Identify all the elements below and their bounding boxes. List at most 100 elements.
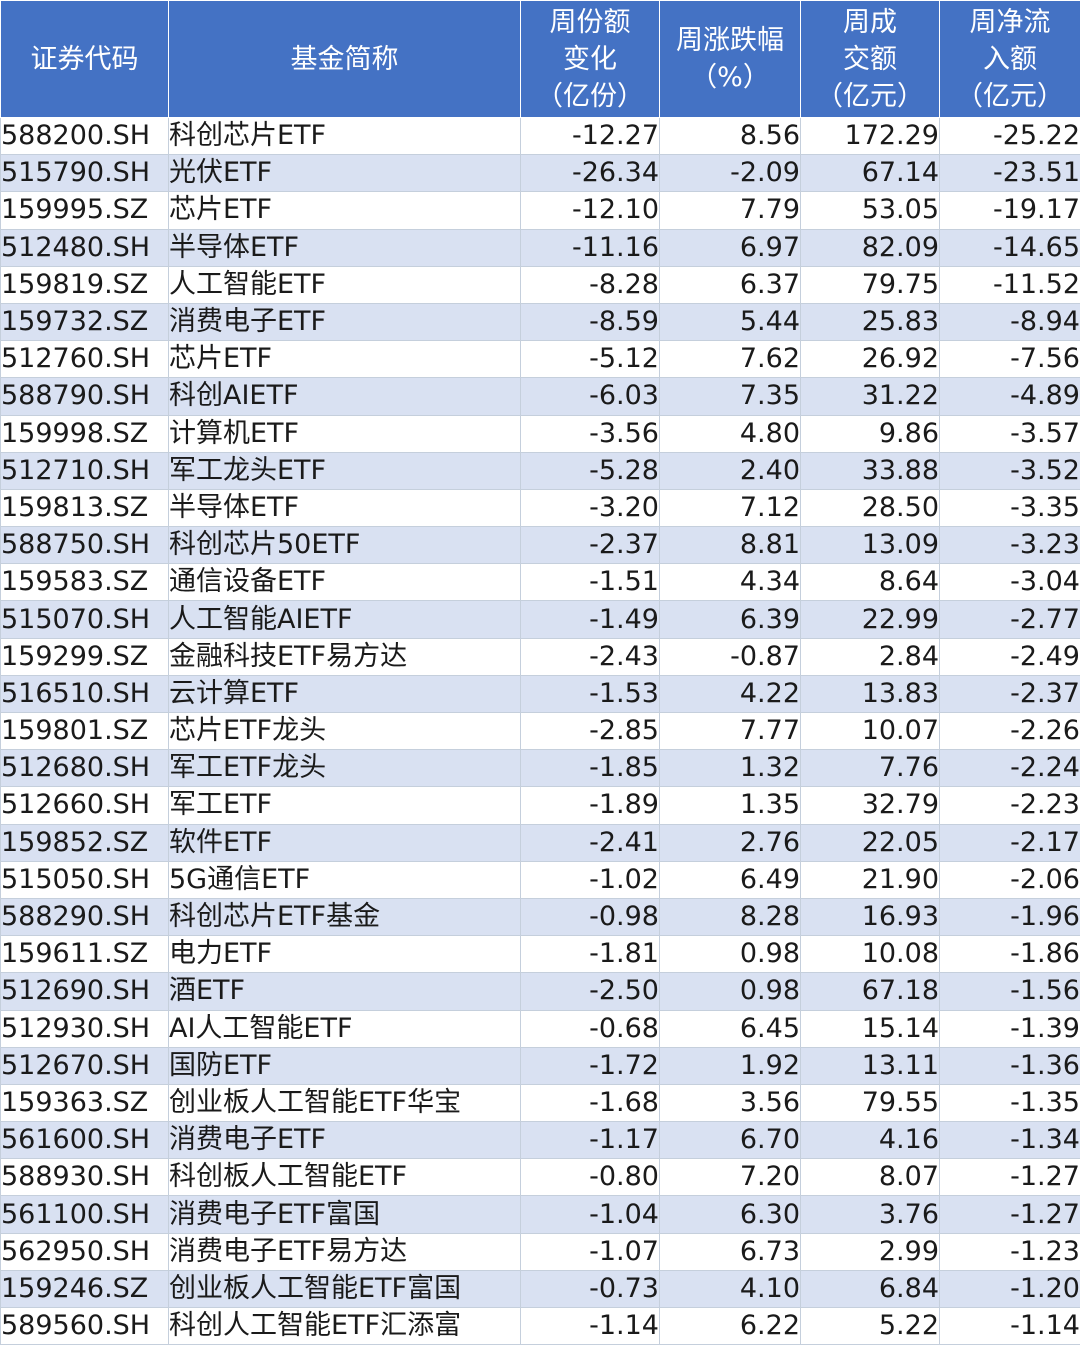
cell-weekly-change-pct: 1.32 <box>659 749 801 788</box>
table-row: 159583.SZ 通信设备ETF -1.51 4.34 8.64 -3.04 <box>0 563 1080 602</box>
table-row: 588200.SH 科创芯片ETF -12.27 8.56 172.29 -25.22 <box>0 116 1080 156</box>
cell-weekly-net-inflow: -1.14 <box>939 1306 1080 1345</box>
cell-share-change: -2.43 <box>520 637 660 676</box>
cell-share-change: -1.89 <box>520 786 660 825</box>
cell-weekly-turnover: 8.64 <box>800 563 940 602</box>
cell-weekly-change-pct: 6.37 <box>659 265 801 304</box>
cell-fund-name: 芯片ETF <box>168 191 521 230</box>
cell-fund-name: 消费电子ETF富国 <box>168 1195 521 1234</box>
cell-fund-name: 金融科技ETF易方达 <box>168 637 521 676</box>
cell-weekly-net-inflow: -7.56 <box>939 340 1080 379</box>
cell-weekly-turnover: 67.14 <box>800 154 940 193</box>
cell-weekly-change-pct: 4.80 <box>659 414 801 453</box>
cell-security-code: 589560.SH <box>0 1306 169 1345</box>
cell-weekly-turnover: 82.09 <box>800 228 940 267</box>
table-row: 512670.SH 国防ETF -1.72 1.92 13.11 -1.36 <box>0 1046 1080 1085</box>
cell-weekly-net-inflow: -1.20 <box>939 1269 1080 1309</box>
cell-security-code: 515050.SH <box>0 860 169 899</box>
cell-fund-name: 消费电子ETF易方达 <box>168 1232 521 1271</box>
cell-weekly-turnover: 33.88 <box>800 451 940 490</box>
cell-security-code: 588750.SH <box>0 526 169 565</box>
cell-weekly-change-pct: 4.34 <box>659 563 801 602</box>
cell-weekly-net-inflow: -3.52 <box>939 451 1080 490</box>
table-row: 562950.SH 消费电子ETF易方达 -1.07 6.73 2.99 -1.23 <box>0 1232 1080 1271</box>
table-row: 515070.SH 人工智能AIETF -1.49 6.39 22.99 -2.77 <box>0 600 1080 639</box>
cell-weekly-turnover: 9.86 <box>800 414 940 453</box>
cell-fund-name: 半导体ETF <box>168 488 521 528</box>
cell-fund-name: 通信设备ETF <box>168 563 521 602</box>
cell-weekly-net-inflow: -25.22 <box>939 116 1080 156</box>
table-row: 512690.SH 酒ETF -2.50 0.98 67.18 -1.56 <box>0 972 1080 1011</box>
table-row: 588930.SH 科创板人工智能ETF -0.80 7.20 8.07 -1.27 <box>0 1158 1080 1197</box>
table-row: 561600.SH 消费电子ETF -1.17 6.70 4.16 -1.34 <box>0 1121 1080 1160</box>
header-weekly-turnover: 周成 交额 （亿元） <box>800 0 940 118</box>
cell-weekly-change-pct: 1.35 <box>659 786 801 825</box>
cell-share-change: -26.34 <box>520 154 660 193</box>
cell-security-code: 512680.SH <box>0 749 169 788</box>
table-row: 515790.SH 光伏ETF -26.34 -2.09 67.14 -23.51 <box>0 154 1080 193</box>
cell-share-change: -8.28 <box>520 265 660 304</box>
cell-weekly-net-inflow: -3.23 <box>939 526 1080 565</box>
cell-security-code: 515070.SH <box>0 600 169 639</box>
header-line: 周份额 <box>549 6 631 38</box>
cell-weekly-net-inflow: -1.39 <box>939 1009 1080 1048</box>
cell-weekly-net-inflow: -3.57 <box>939 414 1080 453</box>
cell-weekly-turnover: 28.50 <box>800 488 940 528</box>
cell-fund-name: 创业板人工智能ETF富国 <box>168 1269 521 1309</box>
cell-weekly-turnover: 4.16 <box>800 1121 940 1160</box>
cell-security-code: 512660.SH <box>0 786 169 825</box>
cell-fund-name: 军工龙头ETF <box>168 451 521 490</box>
cell-weekly-net-inflow: -14.65 <box>939 228 1080 267</box>
cell-weekly-turnover: 31.22 <box>800 377 940 416</box>
cell-weekly-net-inflow: -2.17 <box>939 823 1080 862</box>
cell-weekly-change-pct: 6.45 <box>659 1009 801 1048</box>
cell-weekly-turnover: 25.83 <box>800 302 940 342</box>
cell-security-code: 588290.SH <box>0 897 169 937</box>
cell-weekly-turnover: 79.55 <box>800 1083 940 1123</box>
cell-fund-name: 光伏ETF <box>168 154 521 193</box>
cell-fund-name: 科创芯片ETF基金 <box>168 897 521 937</box>
table-row: 159299.SZ 金融科技ETF易方达 -2.43 -0.87 2.84 -2.49 <box>0 637 1080 676</box>
cell-share-change: -2.37 <box>520 526 660 565</box>
table-row: 159998.SZ 计算机ETF -3.56 4.80 9.86 -3.57 <box>0 414 1080 453</box>
header-line: （亿份） <box>536 80 644 112</box>
cell-weekly-change-pct: 8.81 <box>659 526 801 565</box>
cell-weekly-net-inflow: -1.56 <box>939 972 1080 1011</box>
cell-fund-name: 科创板人工智能ETF <box>168 1158 521 1197</box>
cell-fund-name: 科创芯片ETF <box>168 116 521 156</box>
cell-weekly-change-pct: 8.56 <box>659 116 801 156</box>
cell-security-code: 159732.SZ <box>0 302 169 342</box>
cell-fund-name: 芯片ETF龙头 <box>168 711 521 751</box>
header-weekly-change-pct: 周涨跌幅 （%） <box>659 0 801 118</box>
cell-share-change: -1.68 <box>520 1083 660 1123</box>
cell-weekly-net-inflow: -11.52 <box>939 265 1080 304</box>
cell-share-change: -0.98 <box>520 897 660 937</box>
header-line: 交额 <box>843 43 897 75</box>
cell-weekly-net-inflow: -2.26 <box>939 711 1080 751</box>
cell-security-code: 515790.SH <box>0 154 169 193</box>
cell-share-change: -12.10 <box>520 191 660 230</box>
cell-security-code: 562950.SH <box>0 1232 169 1271</box>
cell-share-change: -1.51 <box>520 563 660 602</box>
cell-fund-name: 消费电子ETF <box>168 302 521 342</box>
cell-weekly-turnover: 32.79 <box>800 786 940 825</box>
cell-fund-name: 电力ETF <box>168 935 521 974</box>
table-row: 159363.SZ 创业板人工智能ETF华宝 -1.68 3.56 79.55 -1.35 <box>0 1083 1080 1123</box>
cell-weekly-net-inflow: -1.27 <box>939 1195 1080 1234</box>
cell-weekly-turnover: 13.11 <box>800 1046 940 1085</box>
cell-weekly-net-inflow: -2.24 <box>939 749 1080 788</box>
cell-fund-name: 5G通信ETF <box>168 860 521 899</box>
table-row: 512660.SH 军工ETF -1.89 1.35 32.79 -2.23 <box>0 786 1080 825</box>
header-row: 证券代码 基金简称 周份额 变化 （亿份） 周涨跌幅 （%） 周成 交额 （亿元） 周净流 入额 （亿元… <box>0 0 1080 118</box>
table-row: 588790.SH 科创AIETF -6.03 7.35 31.22 -4.89 <box>0 377 1080 416</box>
cell-share-change: -12.27 <box>520 116 660 156</box>
cell-fund-name: 软件ETF <box>168 823 521 862</box>
cell-security-code: 159363.SZ <box>0 1083 169 1123</box>
header-line: （亿元） <box>816 80 924 112</box>
table-row: 588750.SH 科创芯片50ETF -2.37 8.81 13.09 -3.23 <box>0 526 1080 565</box>
cell-share-change: -0.73 <box>520 1269 660 1309</box>
cell-weekly-turnover: 67.18 <box>800 972 940 1011</box>
cell-weekly-turnover: 8.07 <box>800 1158 940 1197</box>
cell-security-code: 159801.SZ <box>0 711 169 751</box>
cell-weekly-change-pct: 6.30 <box>659 1195 801 1234</box>
